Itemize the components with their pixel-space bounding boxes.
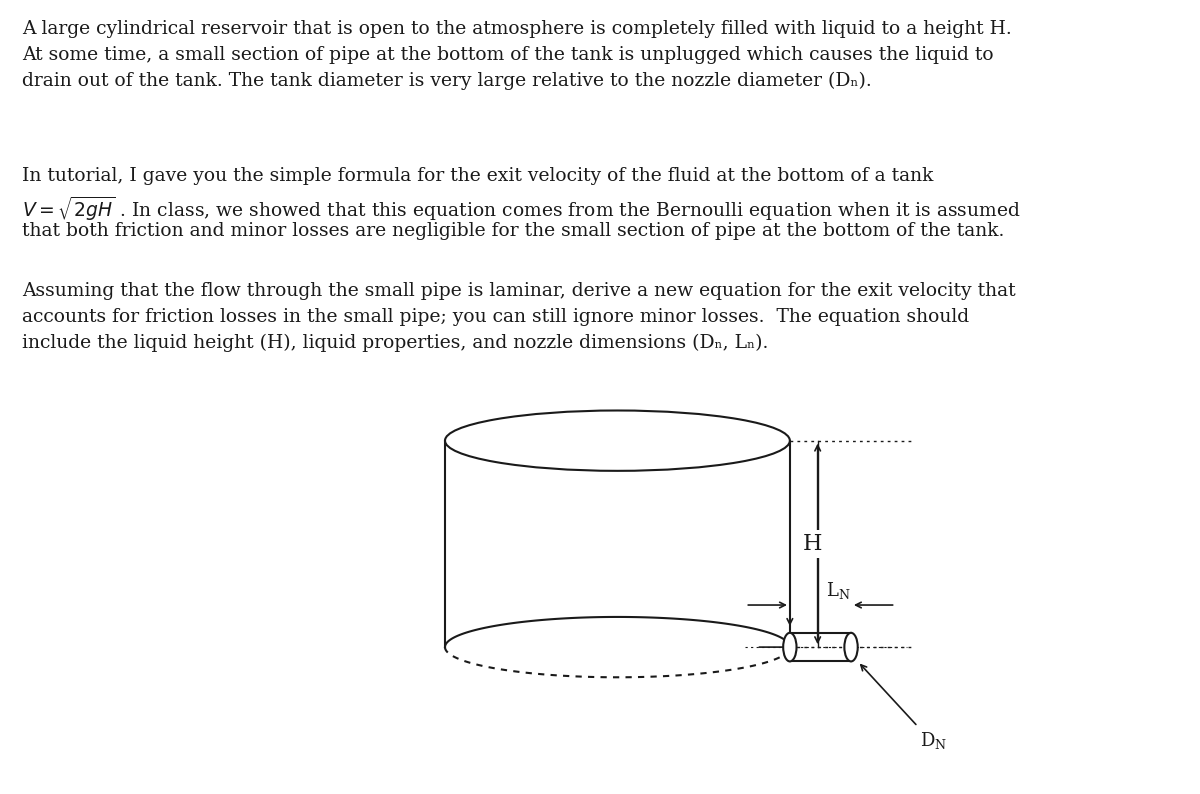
Text: Assuming that the flow through the small pipe is laminar, derive a new equation : Assuming that the flow through the small… bbox=[23, 282, 1016, 352]
Ellipse shape bbox=[784, 633, 797, 661]
Text: $\mathregular{D_N}$: $\mathregular{D_N}$ bbox=[920, 730, 947, 751]
Text: H: H bbox=[803, 533, 822, 555]
Text: A large cylindrical reservoir that is open to the atmosphere is completely fille: A large cylindrical reservoir that is op… bbox=[23, 20, 1012, 90]
Text: $\mathregular{L_N}$: $\mathregular{L_N}$ bbox=[826, 580, 851, 601]
Text: In tutorial, I gave you the simple formula for the exit velocity of the fluid at: In tutorial, I gave you the simple formu… bbox=[23, 167, 934, 185]
Ellipse shape bbox=[845, 633, 858, 661]
Text: that both friction and minor losses are negligible for the small section of pipe: that both friction and minor losses are … bbox=[23, 222, 1004, 241]
Text: $V = \sqrt{2gH}$ . In class, we showed that this equation comes from the Bernoul: $V = \sqrt{2gH}$ . In class, we showed t… bbox=[23, 195, 1021, 223]
